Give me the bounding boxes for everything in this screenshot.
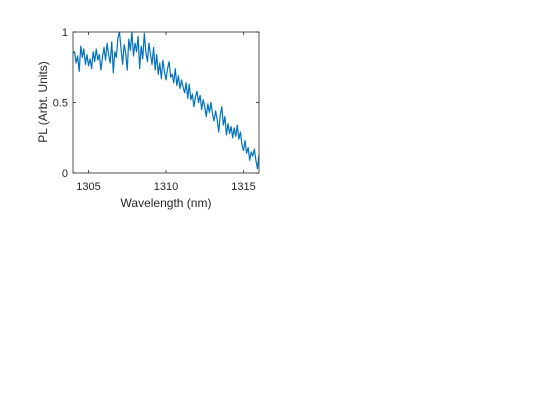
y-axis-label: PL (Arbt. Units) xyxy=(36,61,50,143)
plot-frame xyxy=(72,31,260,174)
y-tick-label: 1 xyxy=(62,27,68,39)
pl-spectrum-line xyxy=(72,31,260,170)
plot-background xyxy=(73,32,259,173)
y-tick-label: 0.5 xyxy=(53,98,68,110)
x-tick-label: 1310 xyxy=(154,181,178,193)
x-axis-ticks: 1305 1310 1315 xyxy=(76,32,256,193)
x-tick-label: 1305 xyxy=(76,181,100,193)
x-axis-label: Wavelength (nm) xyxy=(121,196,212,210)
x-tick-label: 1315 xyxy=(231,181,255,193)
y-tick-label: 0 xyxy=(62,168,68,180)
